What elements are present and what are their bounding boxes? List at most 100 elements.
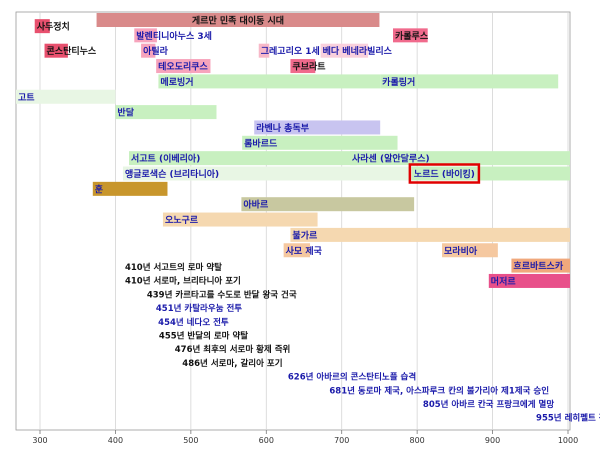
tick-label: 400 [108, 436, 123, 445]
bar-label: 머저르 [491, 275, 517, 287]
event-label: 439년 카르타고를 수도로 반달 왕국 건국 [147, 289, 297, 300]
tick-label: 800 [410, 436, 425, 445]
event-label: 410년 서고트의 로마 약탈 [125, 262, 222, 273]
tick-label: 700 [334, 436, 349, 445]
bar-label: 테오도리쿠스 [158, 61, 208, 73]
timeline-bar: 오노구르 [162, 212, 318, 227]
bar-label: 메로빙거 [160, 76, 193, 88]
timeline-bar: 흐르바트스카 [511, 258, 570, 273]
timeline-bar: 카롤루스 [393, 28, 429, 43]
timeline-bar: 사두정치 [34, 19, 70, 34]
bar-rect [258, 43, 270, 58]
bar-label: 게르만 민족 대이동 시대 [192, 15, 284, 27]
bar-rect [290, 227, 570, 242]
bar-rect [254, 120, 381, 135]
bar-label: 반달 [117, 107, 134, 119]
tick-label: 500 [183, 436, 198, 445]
bar-label: 콘스탄티누스 [47, 45, 97, 57]
bar-label: 아틸라 [143, 45, 169, 57]
timeline-bar: 게르만 민족 대이동 시대 [96, 13, 380, 27]
bar-label: 그레고리오 1세 [261, 45, 320, 57]
bar-label: 사두정치 [37, 21, 70, 33]
bar-rect [290, 59, 316, 74]
event-label: 451년 카탈라우눔 전투 [156, 303, 242, 314]
bar-rect [380, 74, 559, 89]
bar-label: 쿠브라트 [292, 61, 326, 73]
bar-rect [156, 59, 211, 74]
bar-rect [393, 28, 428, 43]
timeline-bar: 고트 [16, 89, 116, 104]
timeline-bar: 아바르 [241, 197, 415, 212]
timeline-bar: 테오도리쿠스 [156, 59, 211, 74]
timeline-bar: 서고트 (이베리아) [129, 151, 357, 166]
bar-label: 카롤링거 [382, 76, 415, 88]
timeline-bar: 사라센 (알안달루스) [350, 151, 570, 166]
bar-label: 오노구르 [165, 215, 199, 226]
timeline-bar: 베다 베네라빌리스 [320, 43, 393, 58]
bar-label: 고트 [18, 92, 35, 103]
bar-label: 모라비아 [444, 245, 478, 257]
timeline-bar: 쿠브라트 [290, 59, 326, 74]
event-label: 410년 서로마, 브리타니아 포기 [125, 276, 241, 287]
bar-rect [511, 258, 570, 273]
bar-rect [115, 105, 217, 120]
timeline-bar: 그레고리오 1세 [258, 43, 320, 58]
bar-rect [134, 28, 157, 43]
bar-rect [158, 74, 381, 89]
timeline-bar: 메로빙거 [158, 74, 381, 89]
x-axis: 300 400 500 600 700 800 900 1000 [32, 430, 578, 445]
timeline-bar: 아틸라 [141, 43, 169, 58]
bar-rect [350, 151, 570, 166]
event-label: 455년 반달의 로마 약탈 [159, 331, 248, 342]
tick-label: 900 [485, 436, 500, 445]
event-label: 805년 아바르 칸국 프랑크에게 멸망 [423, 399, 554, 410]
timeline-bar: 콘스탄티누스 [44, 43, 97, 58]
bar-label: 불가르 [292, 229, 318, 241]
bar-rect [241, 197, 415, 212]
event-label: 626년 아바르의 콘스탄티노플 습격 [288, 372, 416, 383]
timeline-bar: 모라비아 [442, 243, 498, 258]
bar-label: 훈 [95, 183, 103, 195]
bar-label: 카롤루스 [395, 30, 429, 42]
bar-rect [16, 89, 116, 104]
bar-rect [96, 13, 380, 27]
bar-rect [411, 166, 570, 181]
bar-rect [488, 273, 570, 288]
bar-label: 사라센 (알안달루스) [352, 153, 430, 165]
event-label: 454년 네다오 전투 [158, 317, 229, 328]
bar-rect [44, 43, 68, 58]
bar-rect [283, 243, 311, 258]
bar-rect [129, 151, 357, 166]
bar-label: 노르드 (바이킹) [414, 168, 475, 180]
tick-label: 1000 [558, 436, 578, 445]
event-label: 955년 레히펠트 전투 [536, 413, 600, 424]
bar-rect [92, 181, 168, 196]
bar-label: 라벤나 총독부 [256, 122, 309, 134]
bar-label: 흐르바트스카 [513, 260, 563, 272]
event-label: 486년 서로마, 갈리아 포기 [182, 358, 282, 369]
timeline-bar: 불가르 [290, 227, 570, 242]
timeline-bar: 머저르 [488, 273, 570, 288]
tick-label: 600 [259, 436, 274, 445]
timeline-bar: 노르드 (바이킹) [408, 163, 570, 184]
bar-rect [141, 43, 156, 58]
bar-rect [442, 243, 498, 258]
timeline-bar: 반달 [115, 105, 217, 120]
timeline-bar: 사모 제국 [283, 243, 323, 258]
event-annotations: 410년 서고트의 로마 약탈 410년 서로마, 브리타니아 포기 439년 카르… [125, 262, 600, 424]
timeline-bar: 발렌티니아누스 3세 [134, 28, 212, 43]
highlight-box [408, 163, 481, 184]
event-label: 681년 동로마 제국, 아스파루크 칸의 불가리아 제1제국 승인 [329, 385, 549, 396]
tick-label: 300 [32, 436, 47, 445]
bar-rect [162, 212, 318, 227]
timeline-bar: 롬바르드 [242, 135, 398, 150]
bar-rect [242, 135, 398, 150]
bar-label: 사모 제국 [286, 245, 323, 257]
bar-rect [34, 19, 50, 34]
event-label: 476년 최후의 서로마 황제 즉위 [175, 344, 291, 355]
bar-label: 앵글로색슨 (브리타니아) [125, 168, 219, 180]
bar-label: 발렌티니아누스 3세 [136, 30, 212, 42]
timeline-bar: 카롤링거 [380, 74, 559, 89]
